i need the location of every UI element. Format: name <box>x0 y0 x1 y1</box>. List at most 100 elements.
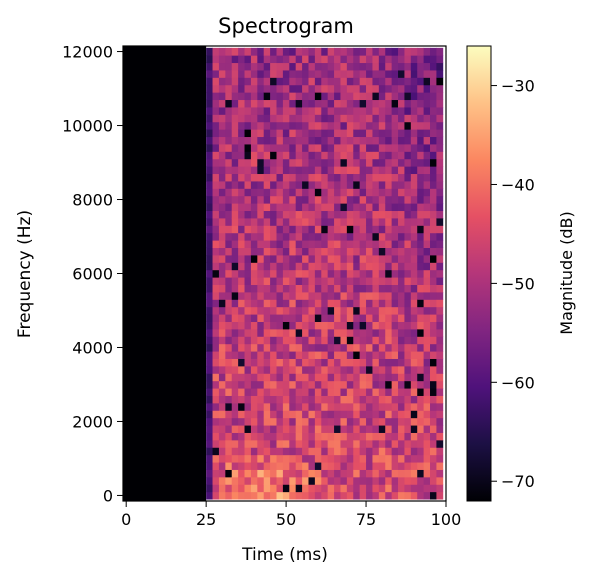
heatmap-cell <box>359 277 367 285</box>
heatmap-cell <box>391 84 399 93</box>
heatmap-cell <box>276 114 284 123</box>
heatmap-cell <box>263 62 271 71</box>
heatmap-cell <box>410 107 418 115</box>
heatmap-cell <box>270 121 277 130</box>
heatmap-cell <box>282 247 290 256</box>
heatmap-cell <box>423 188 431 197</box>
heatmap-cell <box>404 166 412 175</box>
heatmap-cell <box>206 144 213 152</box>
heatmap-cell <box>250 432 258 441</box>
heatmap-cell <box>359 225 367 234</box>
heatmap-cell <box>353 425 361 433</box>
heatmap-cell <box>391 144 399 152</box>
heatmap-cell <box>225 314 233 322</box>
heatmap-cell <box>225 129 233 138</box>
heatmap-cell <box>302 188 309 197</box>
heatmap-cell <box>270 336 277 345</box>
heatmap-cell <box>378 454 386 463</box>
heatmap-cell <box>327 99 335 108</box>
heatmap-cell <box>436 181 444 189</box>
heatmap-cell <box>372 417 380 426</box>
heatmap-cell <box>340 218 348 226</box>
heatmap-cell <box>410 336 418 345</box>
heatmap-cell <box>231 47 239 56</box>
heatmap-cell <box>372 336 380 345</box>
heatmap-cell <box>225 203 233 212</box>
heatmap-cell <box>353 380 361 389</box>
heatmap-cell <box>314 306 322 315</box>
heatmap-cell <box>346 395 354 404</box>
heatmap-cell <box>366 114 373 123</box>
heatmap-cell <box>366 292 373 300</box>
heatmap-cell <box>263 210 271 219</box>
heatmap-cell <box>423 476 431 485</box>
heatmap-cell <box>289 262 297 271</box>
heatmap-cell <box>212 47 220 56</box>
heatmap-cell <box>423 84 431 93</box>
heatmap-cell <box>206 336 213 345</box>
heatmap-cell <box>436 476 444 485</box>
heatmap-cell <box>295 151 303 160</box>
heatmap-cell <box>430 306 437 315</box>
colorbar-ticks: −30−40−50−60−70 <box>491 77 535 491</box>
heatmap-cell <box>206 380 213 389</box>
heatmap-cell <box>270 321 277 330</box>
heatmap-cell <box>244 388 252 396</box>
heatmap-cell <box>327 70 335 78</box>
heatmap-cell <box>391 203 399 212</box>
heatmap-cell <box>212 380 220 389</box>
heatmap-cell <box>302 358 309 367</box>
heatmap-cell <box>340 306 348 315</box>
heatmap-cell <box>212 144 220 152</box>
heatmap-cell <box>321 114 329 123</box>
heatmap-cell <box>218 121 226 130</box>
heatmap-cell <box>346 351 354 359</box>
heatmap-cell <box>302 114 309 123</box>
heatmap-cell <box>257 166 265 175</box>
heatmap-cell <box>410 269 418 278</box>
heatmap-cell <box>417 447 425 456</box>
heatmap-cell <box>244 225 252 234</box>
heatmap-cell <box>391 439 399 448</box>
heatmap-cell <box>423 314 431 322</box>
heatmap-cell <box>308 181 316 189</box>
heatmap-cell <box>212 343 220 352</box>
heatmap-cell <box>372 173 380 182</box>
heatmap-cell <box>372 284 380 293</box>
heatmap-cell <box>282 144 290 152</box>
heatmap-cell <box>295 373 303 382</box>
heatmap-cell <box>231 203 239 212</box>
heatmap-cell <box>282 292 290 300</box>
heatmap-cell <box>410 151 418 160</box>
heatmap-cell <box>385 269 393 278</box>
heatmap-cell <box>436 417 444 426</box>
heatmap-cell <box>238 306 245 315</box>
heatmap-cell <box>212 210 220 219</box>
heatmap-cell <box>334 129 341 138</box>
heatmap-cell <box>270 380 277 389</box>
heatmap-cell <box>295 136 303 145</box>
heatmap-cell <box>346 255 354 263</box>
heatmap-cell <box>225 425 233 433</box>
heatmap-cell <box>359 240 367 249</box>
heatmap-cell <box>417 410 425 419</box>
heatmap-cell <box>206 439 213 448</box>
heatmap-cell <box>378 373 386 382</box>
heatmap-cell <box>231 439 239 448</box>
heatmap-cell <box>218 417 226 426</box>
heatmap-cell <box>250 462 258 470</box>
heatmap-cell <box>302 107 309 115</box>
heatmap-cell <box>212 121 220 130</box>
heatmap-cell <box>231 336 239 345</box>
y-tick-label: 12000 <box>62 43 113 62</box>
heatmap-cell <box>366 240 373 249</box>
heatmap-cell <box>244 277 252 285</box>
heatmap-cell <box>423 55 431 64</box>
heatmap-cell <box>398 114 405 123</box>
heatmap-cell <box>257 225 265 234</box>
heatmap-cell <box>212 55 220 64</box>
heatmap-cell <box>391 262 399 271</box>
heatmap-cell <box>346 144 354 152</box>
heatmap-cell <box>308 314 316 322</box>
heatmap-cell <box>423 262 431 271</box>
